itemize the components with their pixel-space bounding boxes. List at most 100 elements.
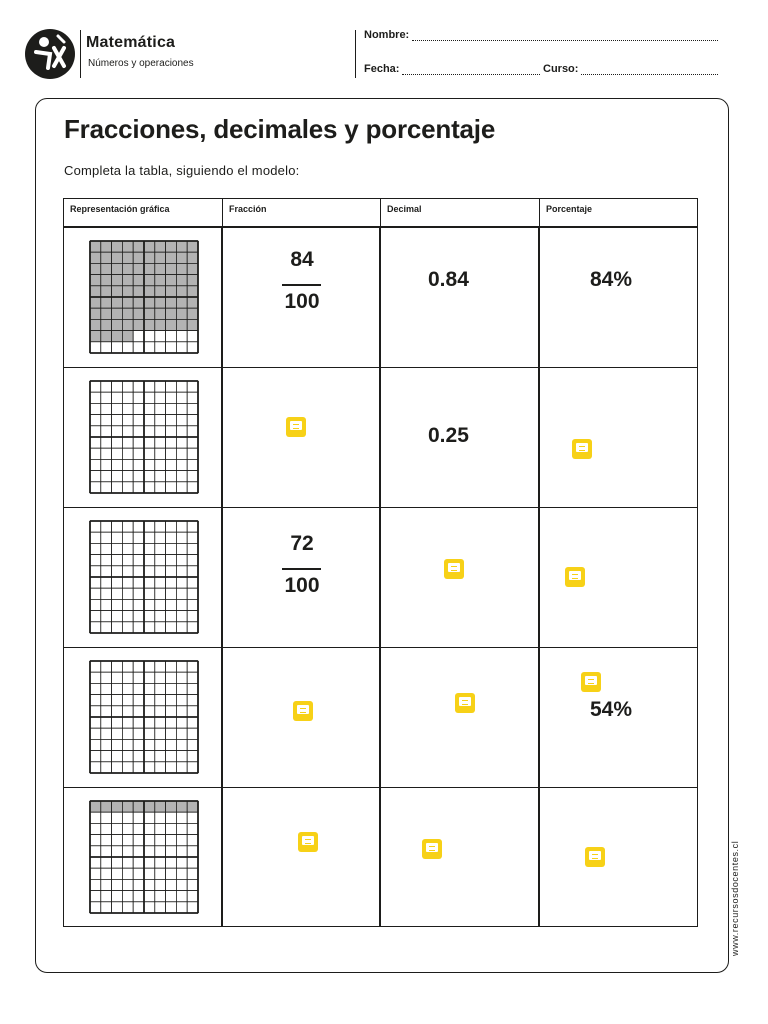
grid-square — [154, 610, 167, 623]
grid-square — [165, 716, 177, 729]
shaded-square — [176, 307, 188, 320]
grid-square — [165, 671, 177, 684]
grid-square — [111, 610, 123, 623]
fraction-cell[interactable] — [223, 648, 381, 787]
grid-square — [143, 470, 156, 483]
grid-square — [165, 867, 177, 880]
shaded-square — [154, 262, 167, 275]
fraction-bar — [282, 568, 321, 570]
shaded-square — [176, 251, 188, 264]
grid-square — [122, 867, 134, 880]
shaded-square — [165, 285, 177, 298]
shaded-square — [176, 319, 188, 332]
grid-square — [111, 436, 123, 449]
grid-square — [176, 436, 188, 449]
comment-note-icon[interactable] — [581, 672, 601, 692]
grid-square — [132, 470, 145, 483]
comment-note-icon[interactable] — [298, 832, 318, 852]
grid-square — [122, 447, 134, 460]
grid-square — [100, 587, 113, 600]
grid-square — [176, 660, 188, 673]
grid-square — [143, 402, 156, 415]
decimal-cell[interactable] — [381, 508, 540, 647]
percent-cell[interactable]: 54% — [540, 648, 699, 787]
grid-square — [111, 750, 123, 763]
grid-square — [165, 481, 177, 494]
grid-square — [100, 380, 113, 393]
decimal-cell[interactable] — [381, 648, 540, 787]
comment-note-icon[interactable] — [286, 417, 306, 437]
comment-note-icon[interactable] — [293, 701, 313, 721]
grid-square — [154, 867, 167, 880]
grid-square — [122, 901, 134, 914]
shaded-square — [122, 240, 134, 253]
shaded-square — [154, 274, 167, 287]
grid-square — [143, 682, 156, 695]
grid-square — [176, 330, 188, 343]
grid-square — [100, 425, 113, 438]
grid-square — [132, 330, 145, 343]
grid-square — [89, 414, 102, 427]
shaded-square — [165, 296, 177, 309]
subject-subtitle: Números y operaciones — [88, 58, 194, 69]
grid-square — [122, 811, 134, 824]
percent-cell[interactable] — [540, 788, 699, 926]
grid-square — [165, 856, 177, 869]
shaded-square — [89, 296, 102, 309]
shaded-square — [100, 285, 113, 298]
percent-cell[interactable] — [540, 508, 699, 647]
comment-note-icon[interactable] — [565, 567, 585, 587]
grid-square — [100, 565, 113, 578]
grid-square — [143, 520, 156, 533]
subject-title: Matemática — [86, 34, 176, 51]
grid-square — [132, 901, 145, 914]
percent-cell: 84% — [540, 228, 699, 367]
grid-square — [122, 845, 134, 858]
header-fraccion: Fracción — [223, 199, 381, 226]
grid-square — [122, 834, 134, 847]
comment-note-icon[interactable] — [444, 559, 464, 579]
shaded-square — [89, 240, 102, 253]
denominator: 100 — [284, 574, 320, 597]
shaded-square — [122, 262, 134, 275]
grid-square — [154, 682, 167, 695]
grid-square — [186, 660, 199, 673]
grid-square — [154, 890, 167, 903]
grid-square — [89, 447, 102, 460]
name-field[interactable] — [412, 40, 718, 41]
date-field[interactable] — [402, 74, 540, 75]
shaded-square — [111, 307, 123, 320]
comment-note-icon[interactable] — [422, 839, 442, 859]
grid-square — [165, 739, 177, 752]
shaded-square — [143, 307, 156, 320]
shaded-square — [122, 330, 134, 343]
grid-square — [154, 576, 167, 589]
grid-square — [89, 845, 102, 858]
course-field[interactable] — [581, 74, 718, 75]
grid-square — [100, 414, 113, 427]
grid-square — [89, 481, 102, 494]
fraction-cell[interactable] — [223, 788, 381, 926]
grid-square — [154, 425, 167, 438]
comment-note-icon[interactable] — [585, 847, 605, 867]
shaded-square — [132, 251, 145, 264]
decimal-cell[interactable] — [381, 788, 540, 926]
grid-square — [186, 425, 199, 438]
grid-square — [111, 890, 123, 903]
grid-square — [176, 470, 188, 483]
grid-square — [100, 520, 113, 533]
comment-note-icon[interactable] — [572, 439, 592, 459]
grid-square — [186, 391, 199, 404]
denominator: 100 — [284, 290, 320, 313]
shaded-square — [143, 296, 156, 309]
grid-square — [165, 845, 177, 858]
shaded-square — [111, 330, 123, 343]
grid-square — [186, 587, 199, 600]
grid-square — [186, 341, 199, 354]
shaded-square — [100, 330, 113, 343]
decimal-cell: 0.84 — [381, 228, 540, 367]
fraction-cell[interactable] — [223, 368, 381, 507]
comment-note-icon[interactable] — [455, 693, 475, 713]
percent-cell[interactable] — [540, 368, 699, 507]
grid-square — [186, 879, 199, 892]
